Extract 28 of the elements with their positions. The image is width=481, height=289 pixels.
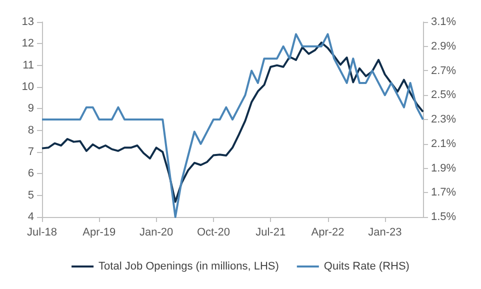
y-tick-label: 8: [28, 124, 34, 136]
y2-tick-label: 2.1%: [431, 138, 456, 150]
legend-label: Total Job Openings (in millions, LHS): [98, 260, 279, 272]
y2-tick-label: 1.5%: [431, 211, 456, 223]
y-tick-label: 10: [22, 81, 34, 93]
y-tick-label: 4: [28, 211, 34, 223]
y2-tick-label: 2.3%: [431, 114, 456, 126]
y-tick-label: 5: [28, 189, 34, 202]
y2-tick-label: 1.9%: [431, 162, 456, 174]
x-tick-label: Apr-22: [311, 226, 344, 238]
x-tick-label: Jan-20: [139, 226, 174, 238]
y2-tick-label: 2.5%: [431, 89, 456, 102]
x-tick-label: Jan-23: [368, 226, 402, 238]
legend-label: Quits Rate (RHS): [324, 260, 410, 272]
x-tick-label: Jul-18: [27, 226, 57, 238]
y2-tick-label: 1.7%: [431, 186, 456, 199]
y-tick-label: 7: [28, 146, 34, 158]
x-tick-label: Jul-21: [256, 226, 286, 238]
y-tick-label: 11: [22, 59, 34, 72]
y2-tick-label: 3.1%: [431, 16, 456, 28]
y-tick-label: 9: [28, 102, 34, 115]
y2-tick-label: 2.9%: [431, 40, 456, 52]
y-tick-label: 6: [28, 168, 34, 180]
y2-tick-label: 2.7%: [431, 64, 456, 77]
y-tick-label: 13: [22, 16, 34, 28]
y-tick-label: 12: [22, 38, 34, 50]
x-tick-label: Oct-20: [196, 226, 230, 238]
x-tick-label: Apr-19: [82, 226, 116, 238]
